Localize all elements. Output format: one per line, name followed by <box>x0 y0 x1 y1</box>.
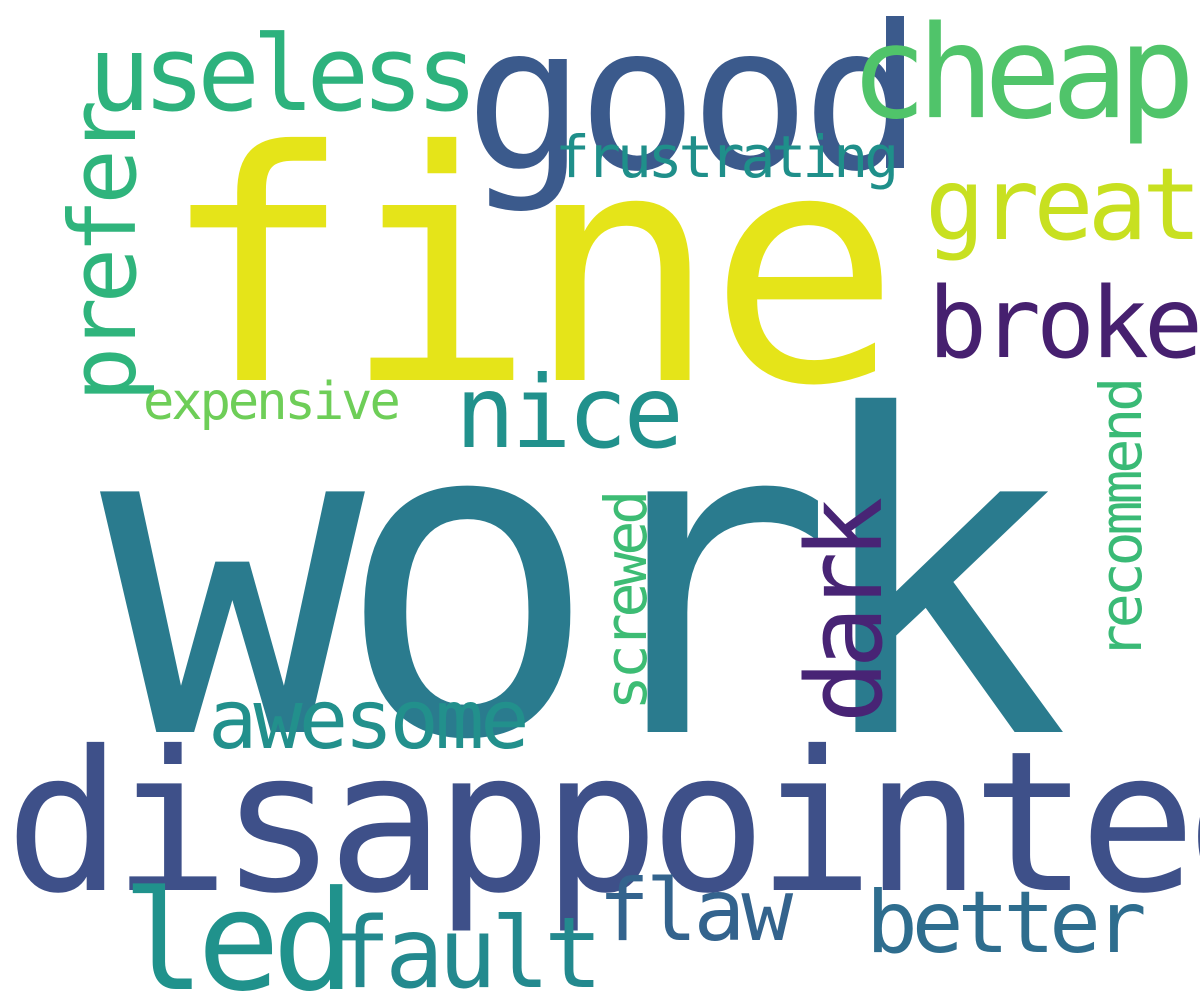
word-broke: broke <box>928 267 1200 381</box>
word-dark: dark <box>784 504 907 724</box>
word-recommend: recommend <box>1087 380 1156 660</box>
word-frustrating: frustrating <box>555 123 899 191</box>
word-screwed: screwed <box>592 493 661 711</box>
word-awesome: awesome <box>208 673 530 768</box>
word-useless: useless <box>88 13 478 135</box>
word-fault: fault <box>332 897 603 1000</box>
word-nice: nice <box>455 354 684 471</box>
word-disappointed: disappointed <box>5 709 1200 936</box>
word-led: led <box>122 861 355 1000</box>
word-fine: fine <box>160 84 901 456</box>
word-expensive: expensive <box>143 372 401 432</box>
word-prefer: prefer <box>50 105 158 403</box>
word-good: good <box>465 0 923 216</box>
word-better: better <box>866 873 1147 973</box>
word-great: great <box>925 146 1200 263</box>
word-cheap: cheap <box>850 0 1195 148</box>
word-flaw: flaw <box>598 861 793 961</box>
word-work: work <box>100 324 1070 836</box>
